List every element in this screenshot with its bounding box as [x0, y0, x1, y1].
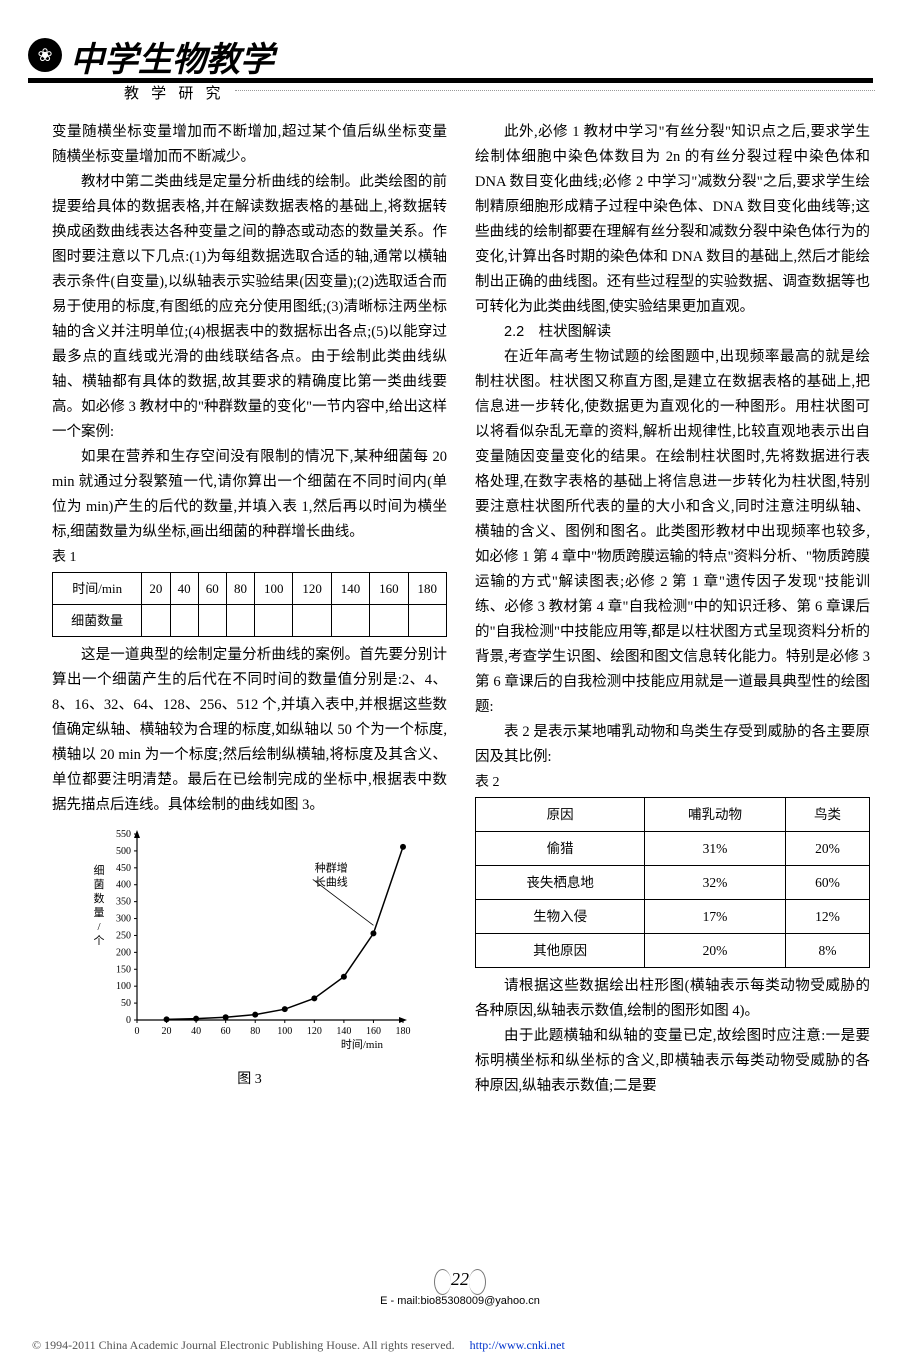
copyright-text: © 1994-2011 China Academic Journal Elect…: [32, 1338, 467, 1352]
svg-text:量: 量: [93, 906, 104, 919]
table-cell: [331, 605, 369, 637]
body-text: 由于此题横轴和纵轴的变量已定,故绘图时应注意:一是要标明横坐标和纵坐标的含义,即…: [475, 1024, 870, 1099]
page-footer: 22 E - mail:bio85308009@yahoo.cn: [0, 1269, 920, 1307]
table-label: 表 2: [475, 770, 870, 795]
svg-text:450: 450: [116, 863, 131, 874]
table-cell: [370, 605, 408, 637]
table-cell: 180: [408, 573, 446, 605]
svg-text:50: 50: [121, 998, 131, 1009]
svg-text:550: 550: [116, 829, 131, 840]
svg-text:长曲线: 长曲线: [314, 874, 347, 888]
dotted-rule: [235, 90, 875, 91]
table-cell: 140: [331, 573, 369, 605]
right-column: 此外,必修 1 教材中学习"有丝分裂"知识点之后,要求学生绘制体细胞中染色体数目…: [475, 120, 870, 1099]
growth-curve-chart: 0 50 100 150 200 250 300 350 400 450 500 550 0 20 40 60…: [85, 824, 415, 1054]
copyright-line: © 1994-2011 China Academic Journal Elect…: [32, 1336, 565, 1353]
svg-text:80: 80: [250, 1026, 260, 1037]
content-area: 变量随横坐标变量增加而不断增加,超过某个值后纵坐标变量随横坐标变量增加而不断减少…: [52, 120, 870, 1099]
svg-text:400: 400: [116, 880, 131, 891]
body-text: 如果在营养和生存空间没有限制的情况下,某种细菌每 20 min 就通过分裂繁殖一…: [52, 445, 447, 545]
section-heading: 2.2 柱状图解读: [475, 320, 870, 345]
table-cell: 偷猎: [476, 832, 645, 866]
body-text: 教材中第二类曲线是定量分析曲线的绘制。此类绘图的前提要给具体的数据表格,并在解读…: [52, 170, 447, 445]
svg-text:120: 120: [306, 1026, 321, 1037]
table-cell: 60: [198, 573, 226, 605]
table-label: 表 1: [52, 545, 447, 570]
table-cell: 100: [255, 573, 293, 605]
section-subtitle: 教 学 研 究: [124, 82, 225, 103]
table-cell: 160: [370, 573, 408, 605]
table-cell: [293, 605, 331, 637]
table-1: 时间/min 20 40 60 80 100 120 140 160 180 细…: [52, 572, 447, 637]
footer-email: E - mail:bio85308009@yahoo.cn: [0, 1295, 920, 1307]
svg-text:150: 150: [116, 964, 131, 975]
table-cell: 原因: [476, 798, 645, 832]
body-text: 请根据这些数据绘出柱形图(横轴表示每类动物受威胁的各种原因,纵轴表示数值,绘制的…: [475, 974, 870, 1024]
table-cell: [226, 605, 254, 637]
svg-text:菌: 菌: [93, 878, 104, 891]
page-header: ❀ 中学生物教学 教 学 研 究: [0, 0, 920, 95]
table-cell: 8%: [785, 934, 869, 968]
table-cell: 80: [226, 573, 254, 605]
svg-text:200: 200: [116, 947, 131, 958]
table-cell: 17%: [645, 900, 786, 934]
table-cell: 31%: [645, 832, 786, 866]
body-text: 表 2 是表示某地哺乳动物和鸟类生存受到威胁的各主要原因及其比例:: [475, 720, 870, 770]
table-cell: 40: [170, 573, 198, 605]
svg-text:100: 100: [277, 1026, 292, 1037]
table-cell: [170, 605, 198, 637]
table-cell: 120: [293, 573, 331, 605]
table-cell: 20%: [785, 832, 869, 866]
table-cell: 鸟类: [785, 798, 869, 832]
table-cell: 20: [142, 573, 170, 605]
figure-3: 0 50 100 150 200 250 300 350 400 450 500 550 0 20 40 60…: [52, 824, 447, 1092]
page-number: 22: [438, 1269, 482, 1293]
svg-text:种群增: 种群增: [314, 860, 347, 874]
table-cell: 丧失栖息地: [476, 866, 645, 900]
svg-text:0: 0: [126, 1015, 131, 1026]
svg-text:40: 40: [191, 1026, 201, 1037]
table-cell: 60%: [785, 866, 869, 900]
table-cell: 哺乳动物: [645, 798, 786, 832]
table-cell: [142, 605, 170, 637]
header-badge-icon: ❀: [28, 38, 62, 72]
svg-text:250: 250: [116, 930, 131, 941]
table-cell: 生物入侵: [476, 900, 645, 934]
table-cell: 32%: [645, 866, 786, 900]
body-text: 此外,必修 1 教材中学习"有丝分裂"知识点之后,要求学生绘制体细胞中染色体数目…: [475, 120, 870, 320]
svg-text:时间/min: 时间/min: [340, 1038, 383, 1051]
table-cell: [408, 605, 446, 637]
table-cell: 时间/min: [53, 573, 142, 605]
svg-text:20: 20: [161, 1026, 171, 1037]
body-text: 在近年高考生物试题的绘图题中,出现频率最高的就是绘制柱状图。柱状图又称直方图,是…: [475, 345, 870, 720]
svg-text:个: 个: [93, 934, 104, 947]
journal-title: 中学生物教学: [70, 32, 274, 81]
svg-text:0: 0: [134, 1026, 139, 1037]
body-text: 这是一道典型的绘制定量分析曲线的案例。首先要分别计算出一个细菌产生的后代在不同时…: [52, 643, 447, 818]
svg-text:/: /: [97, 921, 101, 933]
table-cell: [255, 605, 293, 637]
table-2: 原因 哺乳动物 鸟类 偷猎 31% 20% 丧失栖息地 32% 60% 生物入侵…: [475, 797, 870, 968]
svg-text:数: 数: [93, 892, 104, 905]
svg-text:细: 细: [93, 864, 104, 877]
left-column: 变量随横坐标变量增加而不断增加,超过某个值后纵坐标变量随横坐标变量增加而不断减少…: [52, 120, 447, 1099]
table-cell: [198, 605, 226, 637]
svg-text:60: 60: [220, 1026, 230, 1037]
svg-text:140: 140: [336, 1026, 351, 1037]
table-cell: 细菌数量: [53, 605, 142, 637]
copyright-link[interactable]: http://www.cnki.net: [470, 1338, 565, 1352]
svg-text:160: 160: [365, 1026, 380, 1037]
svg-text:350: 350: [116, 897, 131, 908]
body-text: 变量随横坐标变量增加而不断增加,超过某个值后纵坐标变量随横坐标变量增加而不断减少…: [52, 120, 447, 170]
table-cell: 20%: [645, 934, 786, 968]
table-cell: 其他原因: [476, 934, 645, 968]
figure-caption: 图 3: [52, 1067, 447, 1092]
table-cell: 12%: [785, 900, 869, 934]
svg-text:100: 100: [116, 981, 131, 992]
svg-text:500: 500: [116, 846, 131, 857]
svg-text:180: 180: [395, 1026, 410, 1037]
svg-text:300: 300: [116, 914, 131, 925]
